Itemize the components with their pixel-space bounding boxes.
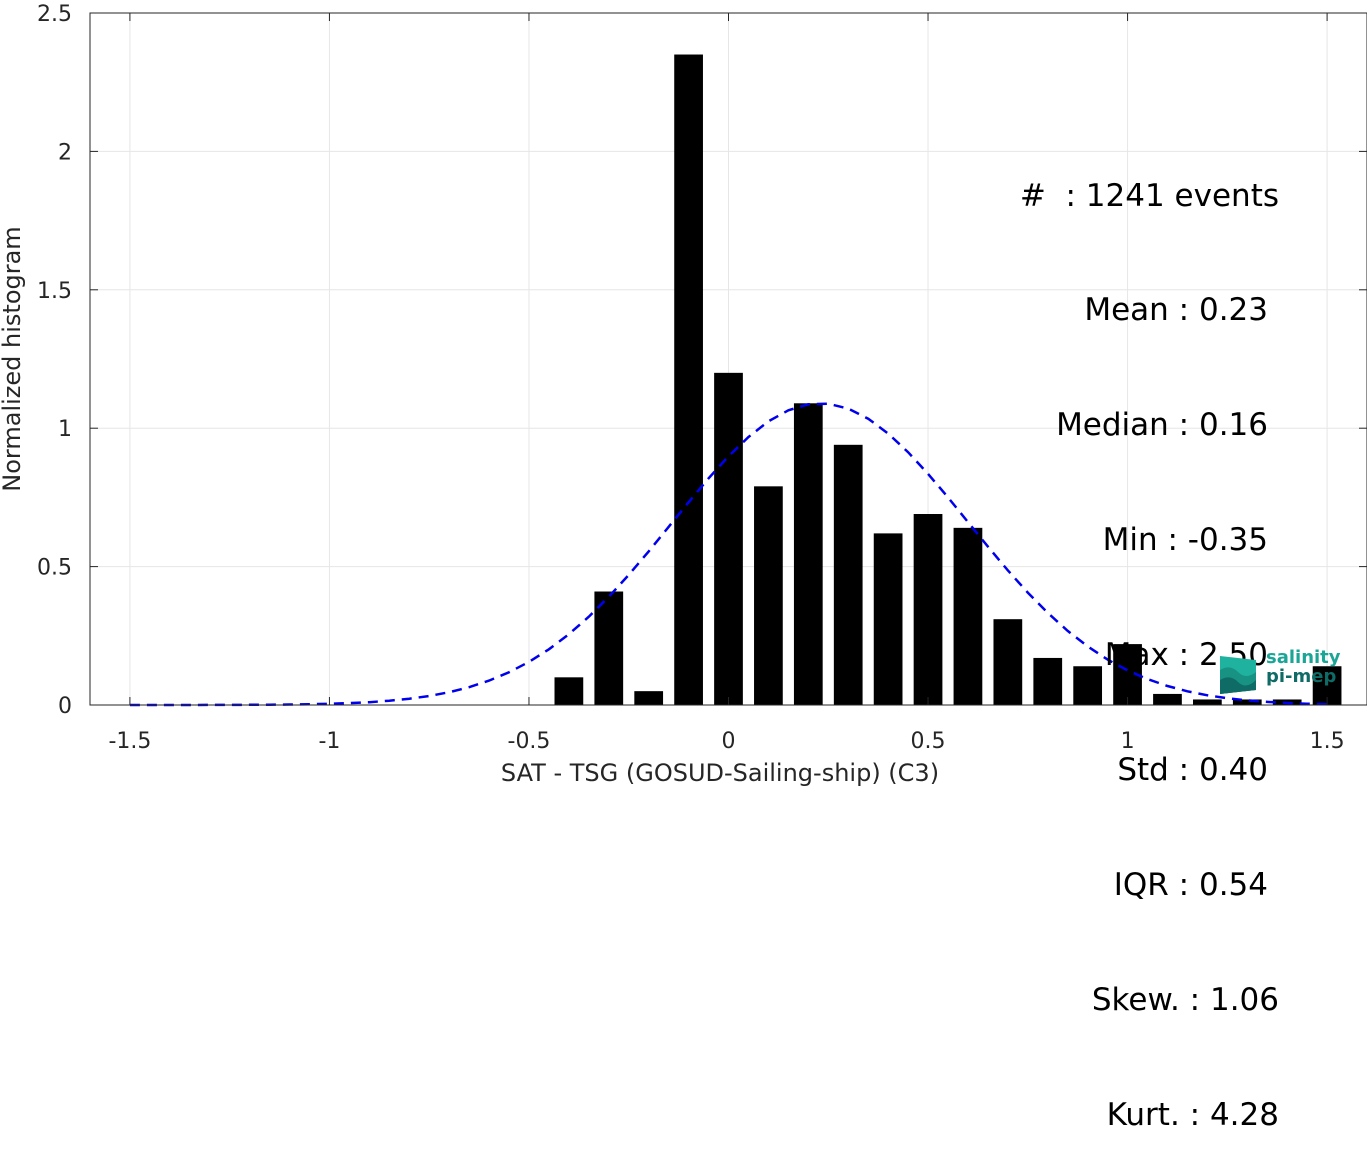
y-tick-label-5: 2.5 xyxy=(37,2,72,27)
y-tick-label-4: 2 xyxy=(58,140,72,165)
logo-line1: salinity xyxy=(1266,647,1341,668)
stats-line-median: Median : 0.16 xyxy=(1056,407,1268,444)
stats-line-count: # : 1241 events xyxy=(1019,177,1279,214)
stats-line-min: Min : -0.35 xyxy=(1102,522,1268,559)
histogram-bar-12 xyxy=(1033,657,1063,705)
histogram-chart: -1.5 -1 -0.5 0 0.5 1 1.5 0 0.5 1 1.5 2 2.5 SAT - TS… xyxy=(0,2,1367,787)
x-tick-label-6: 1.5 xyxy=(1310,729,1345,754)
y-tick-label-0: 0 xyxy=(58,694,72,719)
histogram-bar-5 xyxy=(754,486,783,705)
y-tick-label-2: 1 xyxy=(58,417,72,442)
y-tick-labels: 0 0.5 1 1.5 2 2.5 xyxy=(37,2,72,719)
histogram-bar-1 xyxy=(594,591,624,705)
histogram-bar-4 xyxy=(714,372,743,705)
histogram-bar-0 xyxy=(554,677,584,705)
x-tick-labels: -1.5 -1 -0.5 0 0.5 1 1.5 xyxy=(108,729,1344,754)
histogram-bar-3 xyxy=(674,54,703,705)
stats-line-std: Std : 0.40 xyxy=(1117,752,1268,789)
histogram-bar-13 xyxy=(1073,666,1103,705)
stats-line-skew: Skew. : 1.06 xyxy=(1091,981,1279,1018)
x-tick-label-1: -1 xyxy=(318,729,340,754)
salinity-pimep-logo: salinity pi-mep xyxy=(1216,648,1346,698)
histogram-bar-10 xyxy=(953,527,983,705)
x-tick-label-3: 0 xyxy=(722,729,736,754)
stats-line-iqr: IQR : 0.54 xyxy=(1113,866,1268,903)
x-tick-label-4: 0.5 xyxy=(911,729,946,754)
histogram-bar-16 xyxy=(1193,699,1222,705)
histogram-bar-17 xyxy=(1232,699,1262,705)
histogram-bar-15 xyxy=(1153,693,1182,705)
x-tick-label-5: 1 xyxy=(1121,729,1135,754)
bars-group xyxy=(554,54,1342,705)
histogram-bar-8 xyxy=(873,533,903,705)
x-tick-label-0: -1.5 xyxy=(108,729,151,754)
axis-ticks xyxy=(90,12,1367,706)
x-tick-label-2: -0.5 xyxy=(508,729,551,754)
y-axis-label: Normalized histogram xyxy=(0,226,26,491)
histogram-bar-2 xyxy=(634,691,664,705)
histogram-bar-7 xyxy=(833,444,863,705)
logo-text: salinity pi-mep xyxy=(1266,648,1341,686)
histogram-bar-6 xyxy=(793,403,823,705)
stats-line-max: Max : 2.50 xyxy=(1104,637,1268,674)
y-tick-label-3: 1.5 xyxy=(37,279,72,304)
stats-line-kurt: Kurt. : 4.28 xyxy=(1106,1096,1279,1133)
stats-line-mean: Mean : 0.23 xyxy=(1084,292,1268,329)
logo-wave-icon xyxy=(1220,656,1256,694)
stats-box: # : 1241 events Mean : 0.23 Median : 0.1… xyxy=(1020,100,1279,1172)
histogram-bar-9 xyxy=(913,514,943,705)
y-tick-label-1: 0.5 xyxy=(37,556,72,581)
logo-line2: pi-mep xyxy=(1266,666,1337,687)
x-axis-label: SAT - TSG (GOSUD-Sailing-ship) (C3) xyxy=(501,759,939,787)
histogram-bar-11 xyxy=(993,619,1023,705)
